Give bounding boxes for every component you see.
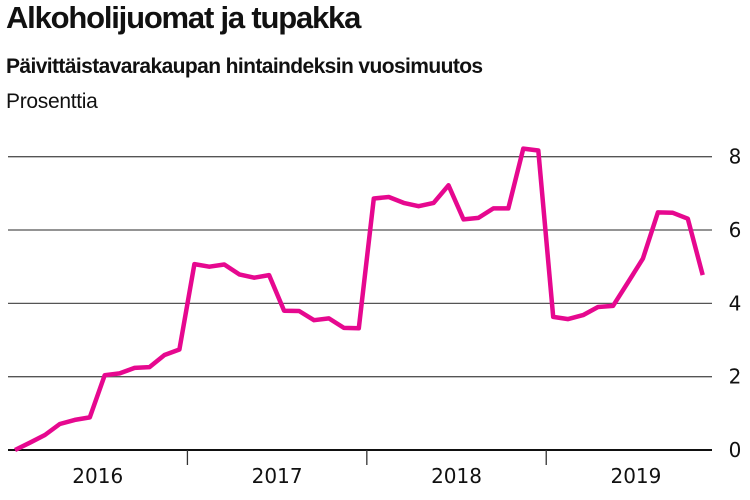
y-tick-label: 4 — [729, 291, 742, 315]
y-tick-label: 8 — [729, 145, 742, 169]
series-line — [14, 146, 705, 453]
x-tick-label: 2018 — [431, 464, 482, 488]
y-tick-label: 0 — [729, 438, 742, 462]
y-tick-label: 6 — [729, 218, 742, 242]
chart-subtitle: Päivittäistavarakaupan hintaindeksin vuo… — [6, 55, 483, 78]
y-axis-unit-label: Prosenttia — [6, 90, 98, 113]
chart-title: Alkoholijuomat ja tupakka — [6, 0, 361, 35]
x-tick-label: 2016 — [72, 464, 123, 488]
x-tick-label: 2019 — [610, 464, 661, 488]
x-tick-label: 2017 — [252, 464, 303, 488]
y-tick-label: 2 — [729, 365, 742, 389]
